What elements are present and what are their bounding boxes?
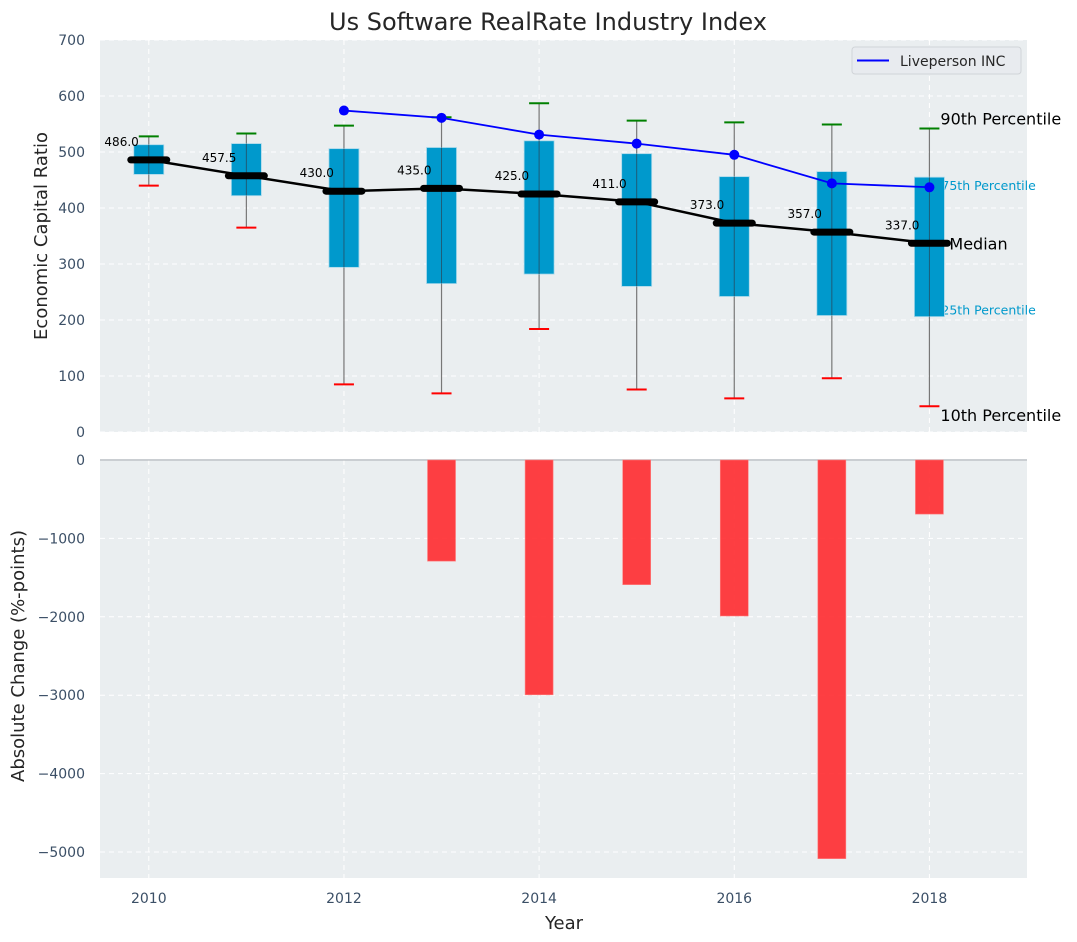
change-bar	[622, 459, 651, 585]
change-bar	[915, 459, 944, 515]
bottom-plot-background	[100, 459, 1027, 878]
x-tick-label: 2012	[326, 891, 362, 907]
bottom-panel: 2010 2012 2014 2016 2018 0 −1000 −2000 −3000 −400…	[38, 453, 1027, 907]
liveperson-point	[338, 105, 349, 116]
x-tick-label: 2010	[131, 891, 167, 907]
top-y-tick-label: 700	[58, 33, 85, 49]
median-value-label: 373.0	[690, 198, 724, 212]
legend-label-liveperson: Liveperson INC	[900, 54, 1006, 70]
annotation-median: Median	[949, 234, 1007, 253]
legend: Liveperson INC	[851, 46, 1022, 75]
liveperson-point	[631, 138, 642, 149]
top-y-tick-label: 600	[58, 89, 85, 105]
bottom-y-tick-label: −4000	[38, 767, 85, 783]
annotation-90th-percentile: 90th Percentile	[940, 109, 1061, 128]
median-value-label: 430.0	[300, 166, 334, 180]
top-y-tick-label: 300	[58, 257, 85, 273]
annotation-25th-percentile: 25th Percentile	[941, 303, 1036, 318]
x-axis-label: Year	[544, 913, 584, 934]
median-value-label: 435.0	[397, 163, 431, 177]
change-bar	[719, 459, 749, 617]
chart-title: Us Software RealRate Industry Index	[329, 8, 767, 36]
median-value-label: 486.0	[104, 135, 138, 149]
bottom-y-tick-label: −2000	[38, 610, 85, 626]
change-bar	[524, 459, 554, 696]
top-y-tick-label: 400	[58, 201, 85, 217]
liveperson-point	[729, 149, 740, 160]
legend-box	[851, 46, 1022, 75]
top-y-tick-label: 500	[58, 145, 85, 161]
liveperson-point	[534, 129, 545, 140]
bottom-y-tick-label: −1000	[38, 531, 85, 547]
change-bar	[817, 459, 847, 859]
top-y-axis-label: Economic Capital Ratio	[31, 132, 52, 340]
median-value-label: 457.5	[202, 151, 236, 165]
median-value-label: 337.0	[885, 218, 919, 232]
x-tick-label: 2014	[521, 891, 557, 907]
bottom-y-tick-label: 0	[76, 453, 85, 469]
liveperson-point	[826, 178, 837, 189]
liveperson-point	[436, 112, 447, 123]
annotation-10th-percentile: 10th Percentile	[940, 406, 1061, 425]
x-tick-label: 2018	[912, 891, 948, 907]
median-value-label: 357.0	[787, 207, 821, 221]
bottom-y-tick-label: −5000	[38, 845, 85, 861]
change-bar	[427, 459, 456, 562]
bottom-y-axis-label: Absolute Change (%-points)	[8, 530, 29, 782]
median-value-label: 425.0	[495, 169, 529, 183]
bottom-y-tick-label: −3000	[38, 688, 85, 704]
top-plot-background	[100, 40, 1027, 432]
liveperson-point	[924, 182, 935, 193]
top-panel: 0 100 200 300 400 500 600 700 75th Percentile 25t…	[58, 33, 1061, 441]
median-value-label: 411.0	[592, 177, 626, 191]
annotation-75th-percentile: 75th Percentile	[941, 178, 1036, 193]
top-y-tick-label: 0	[76, 425, 85, 441]
top-y-tick-label: 100	[58, 369, 85, 385]
x-tick-label: 2016	[716, 891, 752, 907]
top-y-tick-label: 200	[58, 313, 85, 329]
